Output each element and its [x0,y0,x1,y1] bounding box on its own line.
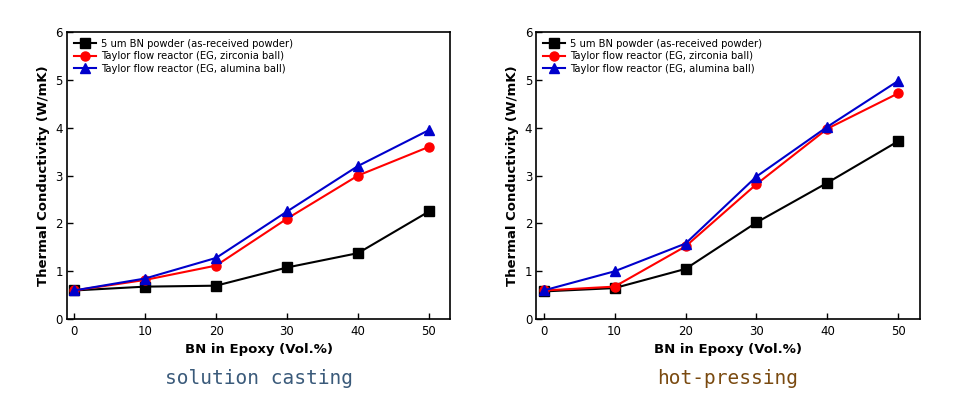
Taylor flow reactor (EG, zirconia ball) [608,284,620,289]
Taylor flow reactor (EG, zirconia ball) [680,244,692,249]
Taylor flow reactor (EG, alumina ball) [893,78,904,83]
Taylor flow reactor (EG, zirconia ball) [537,288,549,293]
5 um BN powder (as-received powder) [822,180,833,185]
Line: 5 um BN powder (as-received powder): 5 um BN powder (as-received powder) [70,207,433,295]
5 um BN powder (as-received powder) [893,139,904,144]
Taylor flow reactor (EG, alumina ball) [680,241,692,246]
Taylor flow reactor (EG, zirconia ball) [139,278,150,282]
5 um BN powder (as-received powder) [751,220,763,225]
5 um BN powder (as-received powder) [680,267,692,271]
Taylor flow reactor (EG, alumina ball) [139,276,150,281]
Taylor flow reactor (EG, zirconia ball) [822,126,833,131]
5 um BN powder (as-received powder) [68,288,80,293]
Taylor flow reactor (EG, alumina ball) [68,288,80,293]
Taylor flow reactor (EG, zirconia ball) [893,91,904,96]
Taylor flow reactor (EG, alumina ball) [751,174,763,179]
Taylor flow reactor (EG, alumina ball) [282,209,293,214]
Taylor flow reactor (EG, zirconia ball) [423,144,435,149]
Taylor flow reactor (EG, alumina ball) [211,255,222,260]
Taylor flow reactor (EG, zirconia ball) [68,288,80,293]
Line: 5 um BN powder (as-received powder): 5 um BN powder (as-received powder) [539,136,902,296]
X-axis label: BN in Epoxy (Vol.%): BN in Epoxy (Vol.%) [654,343,802,356]
Y-axis label: Thermal Conductivity (W/mK): Thermal Conductivity (W/mK) [36,65,50,286]
5 um BN powder (as-received powder) [211,283,222,288]
Legend: 5 um BN powder (as-received powder), Taylor flow reactor (EG, zirconia ball), Ta: 5 um BN powder (as-received powder), Tay… [541,37,764,76]
Taylor flow reactor (EG, alumina ball) [537,288,549,293]
Taylor flow reactor (EG, alumina ball) [822,124,833,129]
Taylor flow reactor (EG, alumina ball) [353,164,364,168]
5 um BN powder (as-received powder) [608,286,620,290]
Y-axis label: Thermal Conductivity (W/mK): Thermal Conductivity (W/mK) [506,65,519,286]
5 um BN powder (as-received powder) [353,251,364,255]
Taylor flow reactor (EG, alumina ball) [423,128,435,132]
Line: Taylor flow reactor (EG, alumina ball): Taylor flow reactor (EG, alumina ball) [70,126,433,295]
Text: hot-pressing: hot-pressing [657,369,799,389]
Line: Taylor flow reactor (EG, alumina ball): Taylor flow reactor (EG, alumina ball) [539,76,902,295]
X-axis label: BN in Epoxy (Vol.%): BN in Epoxy (Vol.%) [185,343,332,356]
Taylor flow reactor (EG, zirconia ball) [211,263,222,268]
5 um BN powder (as-received powder) [423,209,435,214]
Taylor flow reactor (EG, zirconia ball) [751,182,763,187]
5 um BN powder (as-received powder) [537,289,549,294]
Taylor flow reactor (EG, alumina ball) [608,269,620,274]
Taylor flow reactor (EG, zirconia ball) [282,216,293,221]
5 um BN powder (as-received powder) [282,265,293,270]
Line: Taylor flow reactor (EG, zirconia ball): Taylor flow reactor (EG, zirconia ball) [539,89,902,295]
Text: solution casting: solution casting [165,369,353,389]
Legend: 5 um BN powder (as-received powder), Taylor flow reactor (EG, zirconia ball), Ta: 5 um BN powder (as-received powder), Tay… [72,37,295,76]
Taylor flow reactor (EG, zirconia ball) [353,173,364,178]
Line: Taylor flow reactor (EG, zirconia ball): Taylor flow reactor (EG, zirconia ball) [70,142,433,295]
5 um BN powder (as-received powder) [139,284,150,289]
